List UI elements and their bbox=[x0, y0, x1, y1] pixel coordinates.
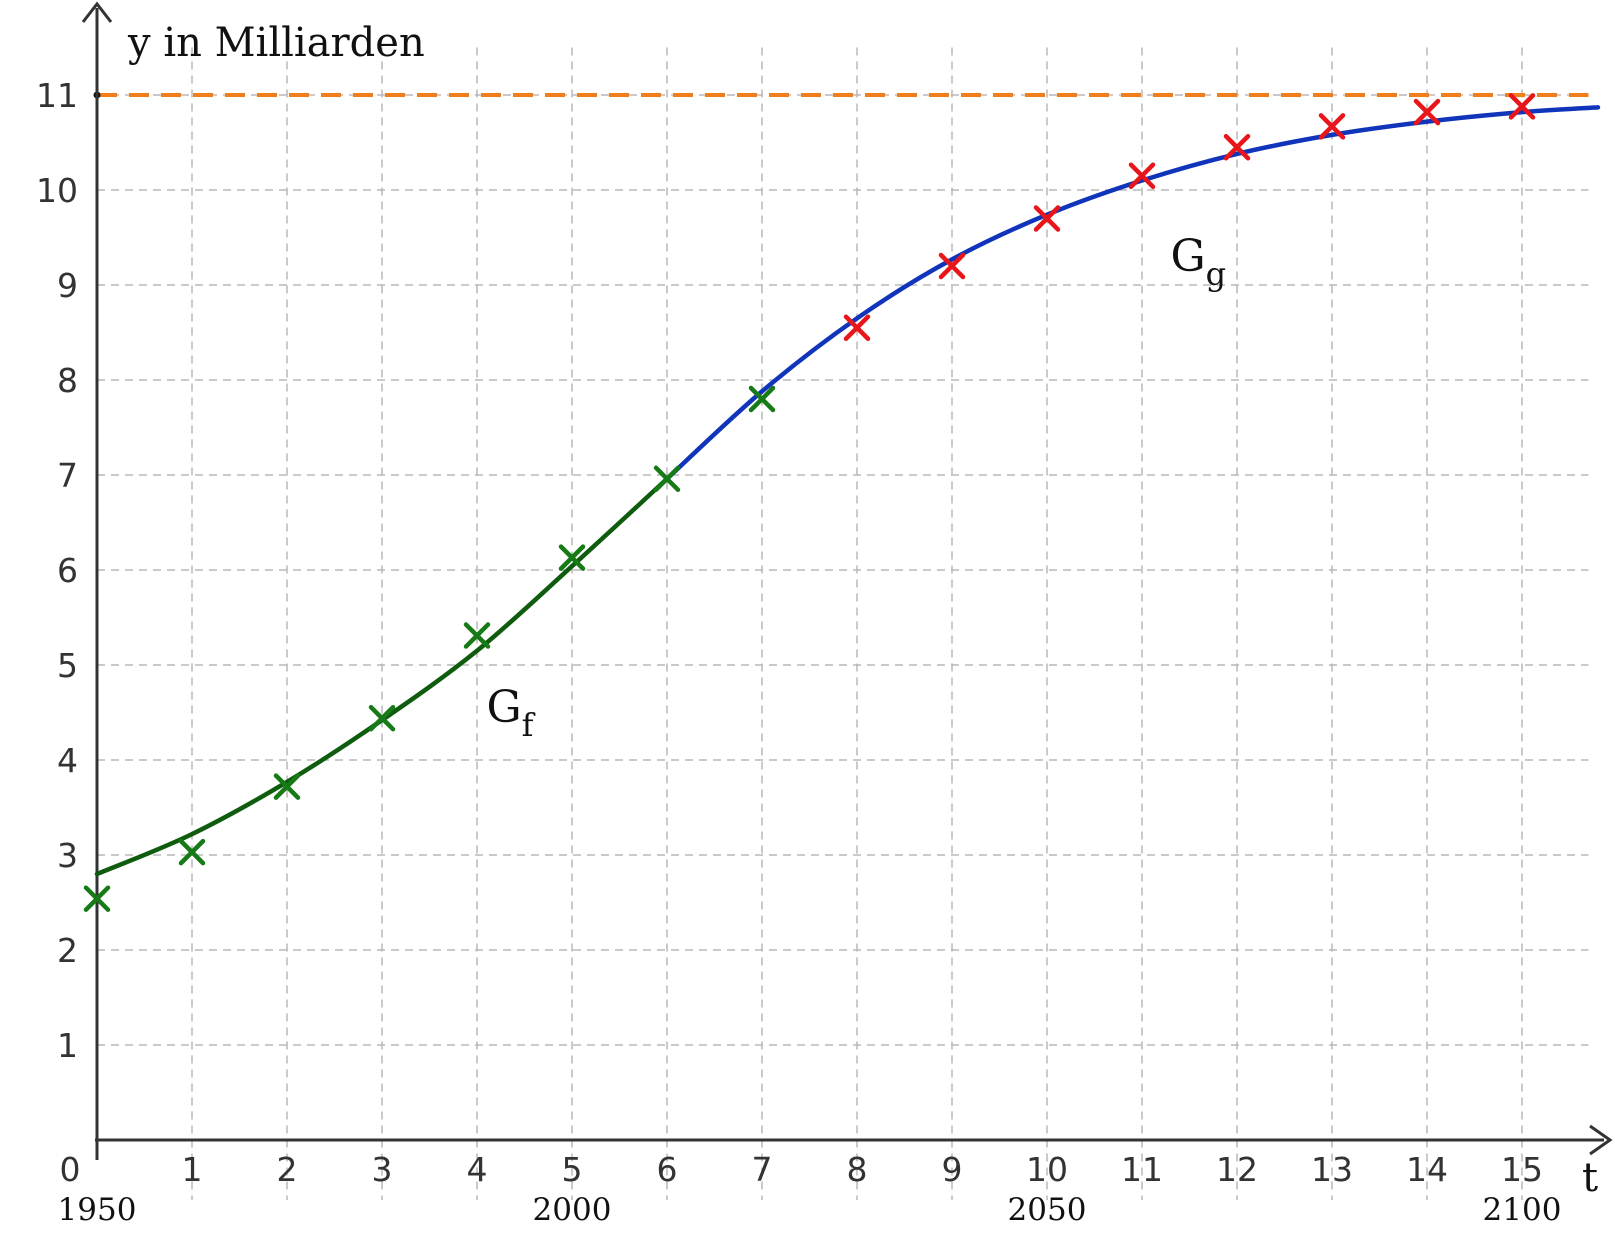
x-tick-label: 15 bbox=[1501, 1150, 1543, 1189]
y-tick-label: 7 bbox=[57, 456, 78, 495]
x-tick-label: 7 bbox=[752, 1150, 773, 1189]
x-tick-label: 14 bbox=[1406, 1150, 1448, 1189]
data-point-f bbox=[748, 385, 776, 413]
x-tick-label: 6 bbox=[657, 1150, 678, 1189]
grid bbox=[97, 47, 1589, 1200]
data-point-f bbox=[178, 838, 206, 866]
x-tick-label: 1 bbox=[182, 1150, 203, 1189]
y-axis-title: y in Milliarden bbox=[127, 20, 425, 66]
curve-label-gg: Gg bbox=[1171, 231, 1227, 293]
data-points bbox=[83, 93, 1536, 912]
data-point-g bbox=[1128, 162, 1156, 189]
y-tick-label: 3 bbox=[57, 836, 78, 875]
x-tick-labels: 0 1 2 3 4 5 6 7 8 9 10 11 12 13 14 15 bbox=[60, 1150, 1544, 1189]
x-tick-label: 10 bbox=[1026, 1150, 1068, 1189]
x-axis-title: t bbox=[1582, 1155, 1598, 1201]
curve-labels: Gf Gg bbox=[487, 231, 1227, 744]
x-tick-label: 8 bbox=[847, 1150, 868, 1189]
y-tick-label: 8 bbox=[57, 361, 78, 400]
data-point-g bbox=[1508, 93, 1536, 120]
data-point-g bbox=[843, 314, 871, 341]
y-tick-label: 2 bbox=[57, 931, 78, 970]
data-point-f bbox=[83, 885, 111, 912]
x-tick-label: 3 bbox=[372, 1150, 393, 1189]
axes bbox=[81, 1, 1613, 1160]
y-tick-label: 5 bbox=[57, 646, 78, 685]
year-label: 1950 bbox=[58, 1192, 137, 1228]
data-point-f bbox=[368, 704, 396, 732]
year-label: 2100 bbox=[1483, 1192, 1562, 1228]
data-point-f bbox=[273, 773, 301, 800]
x-tick-label: 0 bbox=[60, 1150, 81, 1189]
y-tick-label: 9 bbox=[57, 266, 78, 305]
y-tick-labels: 1 2 3 4 5 6 7 8 9 10 11 bbox=[36, 76, 78, 1065]
curve-label-gf: Gf bbox=[487, 682, 536, 744]
curves bbox=[94, 105, 1601, 877]
year-label: 2050 bbox=[1008, 1192, 1087, 1228]
x-tick-label: 9 bbox=[942, 1150, 963, 1189]
x-tick-label: 2 bbox=[277, 1150, 298, 1189]
x-tick-label: 13 bbox=[1311, 1150, 1353, 1189]
y-tick-label: 6 bbox=[57, 551, 78, 590]
data-point-g bbox=[1413, 98, 1441, 126]
data-point-f bbox=[463, 622, 491, 649]
year-label: 2000 bbox=[533, 1192, 612, 1228]
y-tick-label: 4 bbox=[57, 741, 78, 780]
y-tick-label: 10 bbox=[36, 171, 78, 210]
data-point-f bbox=[653, 465, 681, 493]
x-tick-label: 11 bbox=[1121, 1150, 1163, 1189]
y-tick-label: 11 bbox=[36, 76, 78, 115]
data-point-g bbox=[938, 252, 966, 280]
x-axis-arrow-icon bbox=[1589, 1124, 1613, 1156]
x-tick-label: 12 bbox=[1216, 1150, 1258, 1189]
data-point-g bbox=[1223, 134, 1251, 161]
x-tick-label: 5 bbox=[562, 1150, 583, 1189]
asymptote-line bbox=[93, 91, 1589, 99]
year-labels: 1950 2000 2050 2100 bbox=[58, 1192, 1562, 1228]
data-point-g bbox=[1033, 205, 1061, 232]
x-tick-label: 4 bbox=[467, 1150, 488, 1189]
y-axis-arrow-icon bbox=[81, 1, 113, 23]
data-point-f bbox=[558, 544, 586, 571]
y-tick-label: 1 bbox=[57, 1026, 78, 1065]
data-point-g bbox=[1318, 113, 1346, 140]
